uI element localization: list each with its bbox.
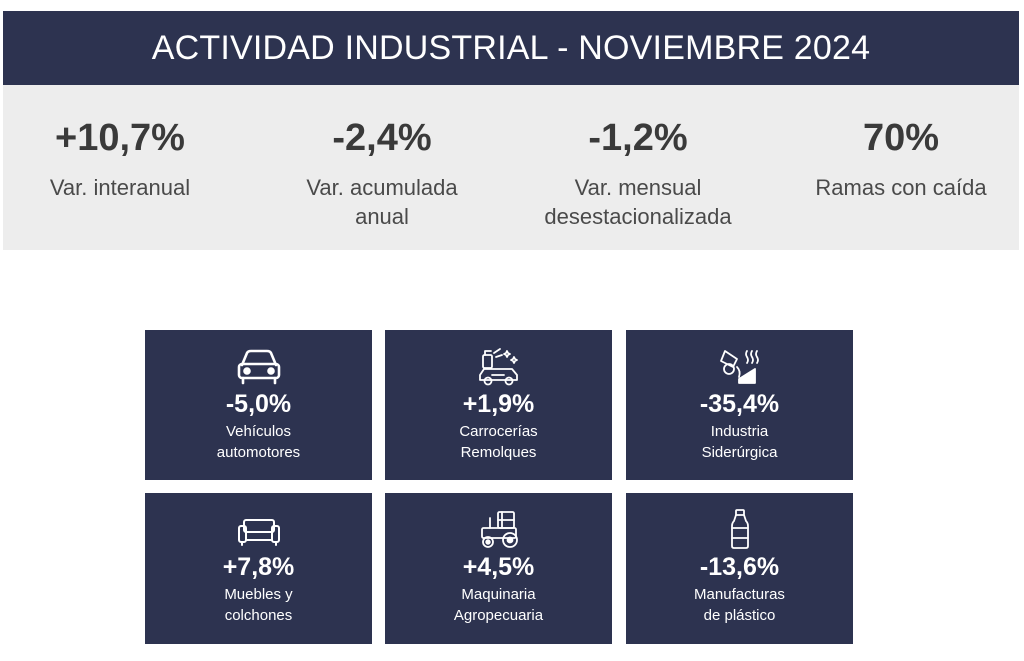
card-label: Vehículos automotores bbox=[145, 421, 372, 463]
stat-label: Ramas con caída bbox=[774, 173, 1024, 202]
card-label: Manufacturas de plástico bbox=[626, 584, 853, 626]
card-label-line: Muebles y bbox=[224, 586, 293, 603]
card-label: Maquinaria Agropecuaria bbox=[385, 584, 612, 626]
card-label-line: Industria bbox=[710, 423, 769, 440]
card-value: -5,0% bbox=[225, 390, 292, 418]
card-label-line: Remolques bbox=[460, 444, 537, 461]
card-label-line: Siderúrgica bbox=[701, 444, 778, 461]
plastic-bottle-icon bbox=[715, 508, 765, 550]
page-title: ACTIVIDAD INDUSTRIAL - NOVIEMBRE 2024 bbox=[3, 11, 1019, 85]
stat-label-line: anual bbox=[355, 204, 409, 229]
summary-stats-panel: +10,7% Var. interanual -2,4% Var. acumul… bbox=[3, 85, 1019, 250]
stat-value: -2,4% bbox=[332, 117, 432, 159]
card-label-line: colchones bbox=[224, 607, 293, 624]
card-plastico: -13,6% Manufacturas de plástico bbox=[626, 493, 853, 644]
card-value: -13,6% bbox=[699, 553, 780, 581]
card-label: Carrocerías Remolques bbox=[385, 421, 612, 463]
card-value: -35,4% bbox=[699, 390, 780, 418]
card-value: +1,9% bbox=[462, 390, 535, 418]
stat-value: +10,7% bbox=[55, 117, 185, 159]
steel-industry-icon bbox=[715, 345, 765, 387]
stat-value: -1,2% bbox=[588, 117, 688, 159]
card-label-line: Maquinaria bbox=[461, 586, 536, 603]
stat-label: Var. interanual bbox=[0, 173, 247, 202]
card-label-line: Vehículos bbox=[225, 423, 292, 440]
car-wash-icon bbox=[474, 345, 524, 387]
car-icon bbox=[234, 345, 284, 387]
tractor-icon bbox=[474, 508, 524, 550]
card-value: +4,5% bbox=[462, 553, 535, 581]
card-carrocerias: +1,9% Carrocerías Remolques bbox=[385, 330, 612, 480]
card-label-line: Carrocerías bbox=[459, 423, 538, 440]
card-label-line: Manufacturas bbox=[694, 586, 785, 603]
card-label-line: de plástico bbox=[703, 607, 776, 624]
stat-label: Var. mensual desestacionalizada bbox=[511, 173, 765, 231]
stat-label-line: Ramas con caída bbox=[815, 175, 987, 200]
card-vehiculos: -5,0% Vehículos automotores bbox=[145, 330, 372, 480]
stat-label-line: Var. acumulada bbox=[306, 175, 458, 200]
card-siderurgica: -35,4% Industria Siderúrgica bbox=[626, 330, 853, 480]
stat-label-line: Var. interanual bbox=[49, 175, 191, 200]
stat-label-line: desestacionalizada bbox=[544, 204, 732, 229]
card-label-line: Agropecuaria bbox=[453, 607, 544, 624]
card-label: Muebles y colchones bbox=[145, 584, 372, 626]
card-label: Industria Siderúrgica bbox=[626, 421, 853, 463]
stat-label: Var. acumulada anual bbox=[255, 173, 509, 231]
stat-label-line: Var. mensual bbox=[574, 175, 702, 200]
card-value: +7,8% bbox=[222, 553, 295, 581]
stat-value: 70% bbox=[862, 117, 940, 159]
card-maquinaria: +4,5% Maquinaria Agropecuaria bbox=[385, 493, 612, 644]
sofa-icon bbox=[234, 508, 284, 550]
card-muebles: +7,8% Muebles y colchones bbox=[145, 493, 372, 644]
card-label-line: automotores bbox=[216, 444, 301, 461]
